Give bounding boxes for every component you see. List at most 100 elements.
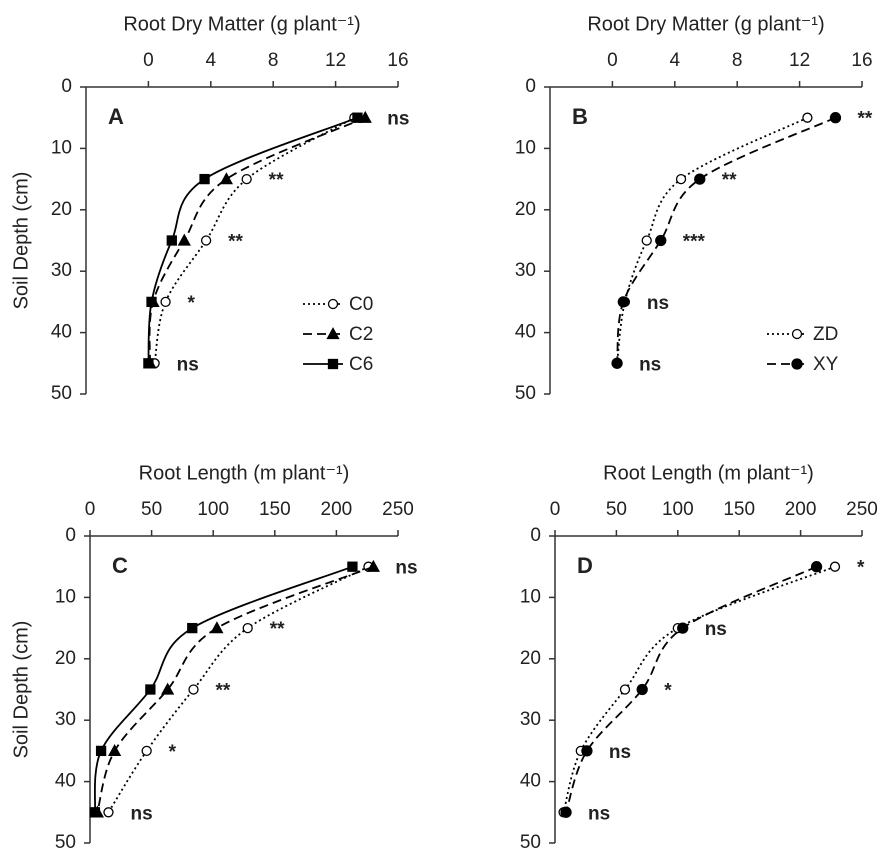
x-tick-label: 150: [259, 499, 291, 520]
marker: [641, 235, 652, 246]
x-tick-label: 4: [670, 50, 681, 71]
significance-label: *: [857, 558, 865, 579]
legend-label: ZD: [813, 324, 838, 345]
marker: [161, 682, 175, 695]
x-tick-label: 16: [387, 50, 408, 71]
significance-label: **: [215, 681, 230, 702]
panel-label: B: [572, 104, 588, 129]
marker: [188, 684, 199, 695]
y-tick-label: 10: [515, 137, 536, 158]
marker: [242, 622, 253, 634]
series-line: [153, 116, 355, 364]
marker: [160, 296, 171, 308]
significance-label: ns: [609, 742, 631, 763]
marker: [675, 173, 687, 185]
y-tick-label: 20: [51, 199, 72, 220]
significance-label: ns: [130, 803, 152, 824]
marker: [611, 357, 623, 369]
series-line: [616, 116, 808, 364]
significance-label: ns: [705, 619, 727, 640]
x-axis-title: Root Dry Matter (g plant⁻¹): [123, 13, 360, 35]
marker: [829, 112, 842, 124]
panel-label: C: [112, 553, 128, 578]
legend-marker: [327, 358, 339, 370]
series-line: [565, 565, 817, 813]
legend-marker: [791, 328, 803, 340]
legend-label: C0: [349, 294, 373, 315]
significance-label: **: [857, 109, 872, 130]
significance-label: *: [664, 681, 672, 702]
panel-label: A: [108, 104, 124, 129]
y-tick-label: 40: [51, 322, 72, 343]
marker: [829, 561, 841, 572]
marker: [95, 745, 107, 757]
y-tick-label: 30: [520, 709, 541, 730]
y-tick-label: 20: [515, 199, 536, 220]
marker: [810, 561, 823, 573]
x-tick-label: 12: [325, 50, 346, 71]
marker: [560, 806, 572, 818]
x-axis-title: Root Length (m plant⁻¹): [139, 462, 350, 484]
legend-label: XY: [813, 354, 839, 375]
marker: [241, 173, 252, 185]
x-axis-title: Root Length (m plant⁻¹): [603, 462, 814, 484]
marker: [199, 173, 210, 185]
x-tick-label: 50: [606, 499, 627, 520]
panel: 0 10 20 30 40 50 0 4 8 12 16 Root Dry Matter (g pla…: [515, 13, 873, 404]
y-tick-label: 10: [51, 137, 72, 158]
x-tick-label: 200: [321, 499, 353, 520]
x-tick-label: 12: [789, 50, 810, 71]
significance-label: **: [269, 170, 284, 191]
panel: 0 10 20 30 40 50 0 50 100 150 200 250 Root Length (m…: [10, 462, 417, 853]
marker: [141, 745, 152, 757]
significance-label: ns: [647, 293, 669, 314]
series-line: [562, 565, 836, 813]
y-tick-label: 40: [55, 771, 76, 792]
significance-label: *: [169, 742, 177, 763]
y-tick-label: 10: [55, 586, 76, 607]
panel: 0 10 20 30 40 50 0 50 100 150 200 250 Root Length (m…: [520, 462, 878, 853]
x-tick-label: 4: [206, 50, 217, 71]
y-tick-label: 0: [525, 76, 536, 97]
y-tick-label: 50: [515, 383, 536, 404]
series-line: [96, 565, 374, 813]
marker: [103, 807, 114, 818]
marker: [802, 112, 813, 123]
significance-label: **: [228, 232, 243, 253]
significance-label: ns: [387, 109, 409, 130]
marker: [187, 622, 198, 634]
marker: [581, 745, 593, 757]
x-tick-label: 150: [723, 499, 755, 520]
significance-label: *: [188, 293, 196, 314]
significance-label: ***: [683, 232, 706, 253]
x-tick-label: 8: [732, 50, 743, 71]
x-tick-label: 250: [382, 499, 414, 520]
marker: [366, 559, 380, 572]
marker: [166, 235, 177, 246]
marker: [619, 684, 631, 695]
panel-label: D: [577, 553, 593, 578]
marker: [146, 296, 157, 308]
significance-label: **: [722, 170, 737, 191]
y-tick-label: 30: [55, 709, 76, 730]
significance-label: ns: [395, 558, 417, 579]
y-tick-label: 30: [51, 260, 72, 281]
x-tick-label: 200: [785, 499, 817, 520]
y-tick-label: 50: [55, 832, 76, 853]
legend-marker: [791, 358, 803, 370]
marker: [200, 235, 212, 246]
significance-label: ns: [639, 354, 661, 375]
series-line: [107, 565, 369, 813]
series-line: [93, 565, 353, 813]
x-axis-title: Root Dry Matter (g plant⁻¹): [587, 13, 824, 35]
marker: [89, 807, 101, 818]
y-tick-label: 20: [520, 648, 541, 669]
legend-marker: [326, 327, 340, 340]
x-tick-label: 16: [851, 50, 872, 71]
x-tick-label: 250: [846, 499, 878, 520]
y-axis-title: Soil Depth (cm): [10, 172, 32, 310]
series-line: [147, 116, 358, 364]
marker: [636, 683, 648, 696]
y-tick-label: 30: [515, 260, 536, 281]
